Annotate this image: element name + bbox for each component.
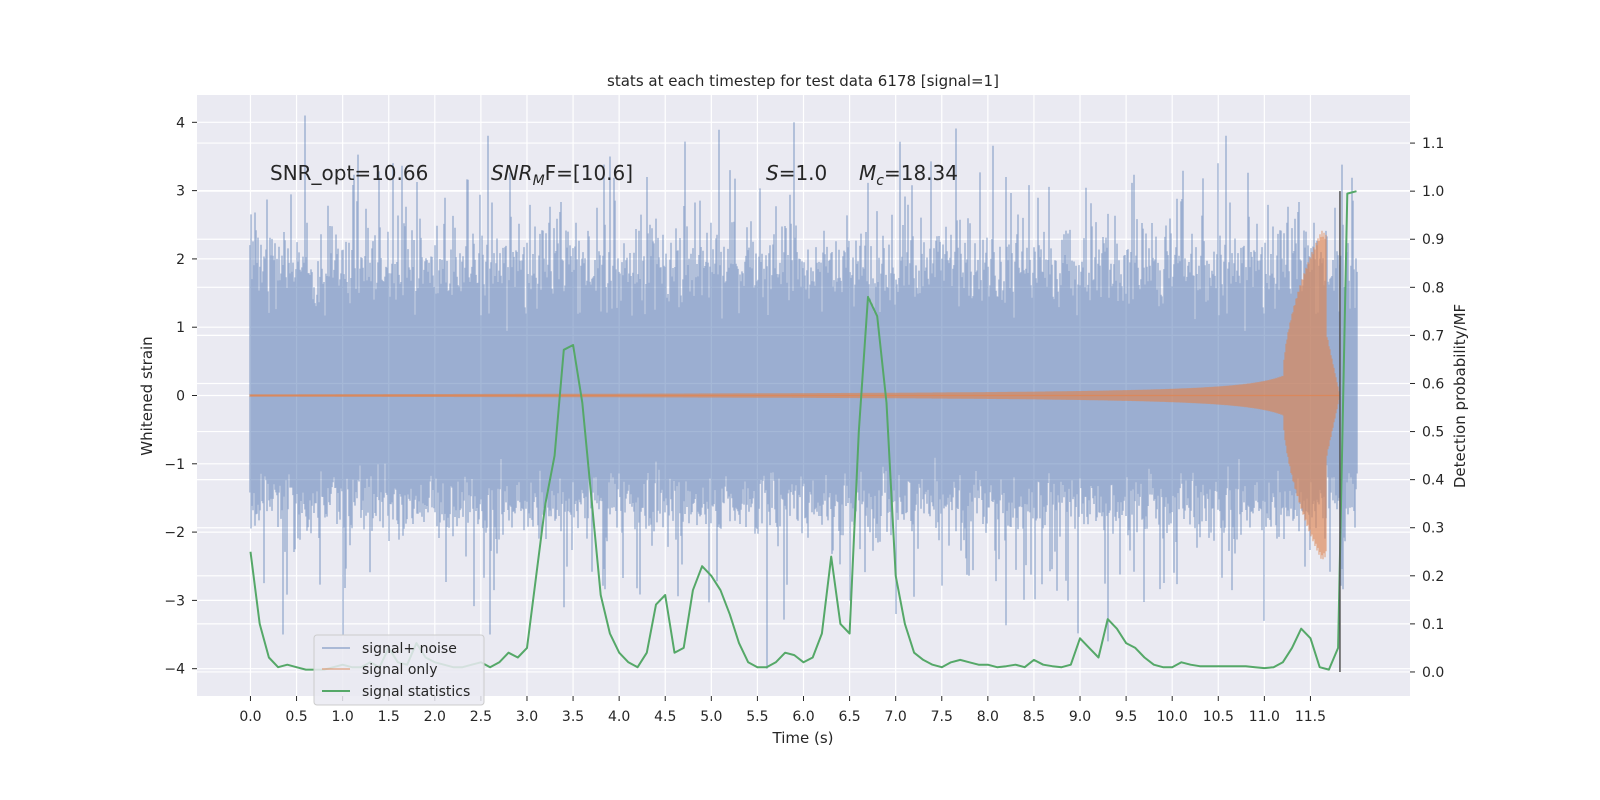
annotation-snr-mf: SNRMF=[10.6] xyxy=(491,161,633,189)
y2-tick-label: 0.3 xyxy=(1422,521,1444,537)
x-tick-label: 8.0 xyxy=(977,709,999,725)
y2-tick-label: 0.7 xyxy=(1422,328,1444,344)
x-tick-label: 2.0 xyxy=(424,709,446,725)
y2-axis-label: Detection probability/MF xyxy=(1451,304,1469,488)
y-tick-label: 0 xyxy=(176,389,185,405)
x-tick-label: 7.0 xyxy=(885,709,907,725)
x-tick-label: 6.0 xyxy=(792,709,814,725)
x-tick-label: 10.0 xyxy=(1157,709,1188,725)
y2-tick-label: 0.1 xyxy=(1422,617,1444,633)
x-tick-label: 4.5 xyxy=(654,709,676,725)
y2-tick-label: 1.1 xyxy=(1422,136,1444,152)
x-tick-label: 1.0 xyxy=(332,709,354,725)
y-axis-ticks: −4 −3 −2 −1 0 1 2 3 4 xyxy=(164,115,197,678)
x-tick-label: 2.5 xyxy=(470,709,492,725)
annotation-snr-opt: SNR_opt=10.66 xyxy=(270,161,428,185)
y-tick-label: 4 xyxy=(176,115,185,131)
y-tick-label: 1 xyxy=(176,320,185,336)
x-tick-label: 4.0 xyxy=(608,709,630,725)
y2-tick-label: 0.9 xyxy=(1422,232,1444,248)
x-tick-label: 0.0 xyxy=(239,709,261,725)
x-axis-ticks: 0.0 0.5 1.0 1.5 2.0 2.5 3.0 3.5 4.0 4.5 5.0 5.5 6.0 6… xyxy=(239,696,1326,725)
x-tick-label: 3.0 xyxy=(516,709,538,725)
y-tick-label: −3 xyxy=(164,593,185,609)
y-tick-label: 2 xyxy=(176,252,185,268)
annotation-snr-mf-value: F=[10.6] xyxy=(545,161,633,185)
x-axis-label: Time (s) xyxy=(772,729,834,747)
y2-tick-label: 0.8 xyxy=(1422,280,1444,296)
x-tick-label: 9.0 xyxy=(1069,709,1091,725)
x-tick-label: 0.5 xyxy=(285,709,307,725)
x-tick-label: 11.5 xyxy=(1295,709,1326,725)
x-tick-label: 6.5 xyxy=(838,709,860,725)
annotation-s-symbol: S xyxy=(766,161,779,185)
y-axis-label: Whitened strain xyxy=(138,336,156,455)
annotation-mc-value: =18.34 xyxy=(884,161,958,185)
x-tick-label: 7.5 xyxy=(931,709,953,725)
y2-tick-label: 0.6 xyxy=(1422,376,1444,392)
annotation-s: S=1.0 xyxy=(766,161,827,185)
legend: signal+ noise signal only signal statist… xyxy=(313,634,485,706)
x-tick-label: 5.5 xyxy=(746,709,768,725)
legend-label-signal-statistics: signal statistics xyxy=(362,684,470,700)
annotation-s-value: =1.0 xyxy=(779,161,828,185)
legend-label-signal-only: signal only xyxy=(362,662,437,678)
y2-tick-label: 0.4 xyxy=(1422,473,1444,489)
annotation-mc-subscript: c xyxy=(876,173,884,189)
y2-axis-ticks: 0.0 0.1 0.2 0.3 0.4 0.5 0.6 0.7 0.8 0.9 1.0 1.1 xyxy=(1410,136,1444,681)
signal-only-series xyxy=(249,230,1340,560)
annotation-snr-mf-subscript: M xyxy=(533,173,545,189)
annotation-mc: Mc=18.34 xyxy=(859,161,958,189)
y2-tick-label: 0.5 xyxy=(1422,425,1444,441)
x-tick-label: 8.5 xyxy=(1023,709,1045,725)
y-tick-label: −4 xyxy=(164,662,185,678)
y-tick-label: 3 xyxy=(176,184,185,200)
legend-label-signal-noise: signal+ noise xyxy=(362,641,457,657)
chart-title: stats at each timestep for test data 617… xyxy=(607,72,999,90)
y-tick-label: −1 xyxy=(164,457,185,473)
y2-tick-label: 0.2 xyxy=(1422,569,1444,585)
x-tick-label: 9.5 xyxy=(1115,709,1137,725)
annotation-mc-symbol: M xyxy=(859,161,876,185)
x-tick-label: 3.5 xyxy=(562,709,584,725)
x-tick-label: 10.5 xyxy=(1203,709,1234,725)
annotation-snr-mf-symbol: SNR xyxy=(491,161,533,185)
y2-tick-label: 1.0 xyxy=(1422,184,1444,200)
x-tick-label: 1.5 xyxy=(378,709,400,725)
y2-tick-label: 0.0 xyxy=(1422,665,1444,681)
x-tick-label: 5.0 xyxy=(700,709,722,725)
y-tick-label: −2 xyxy=(164,525,185,541)
x-tick-label: 11.0 xyxy=(1249,709,1280,725)
